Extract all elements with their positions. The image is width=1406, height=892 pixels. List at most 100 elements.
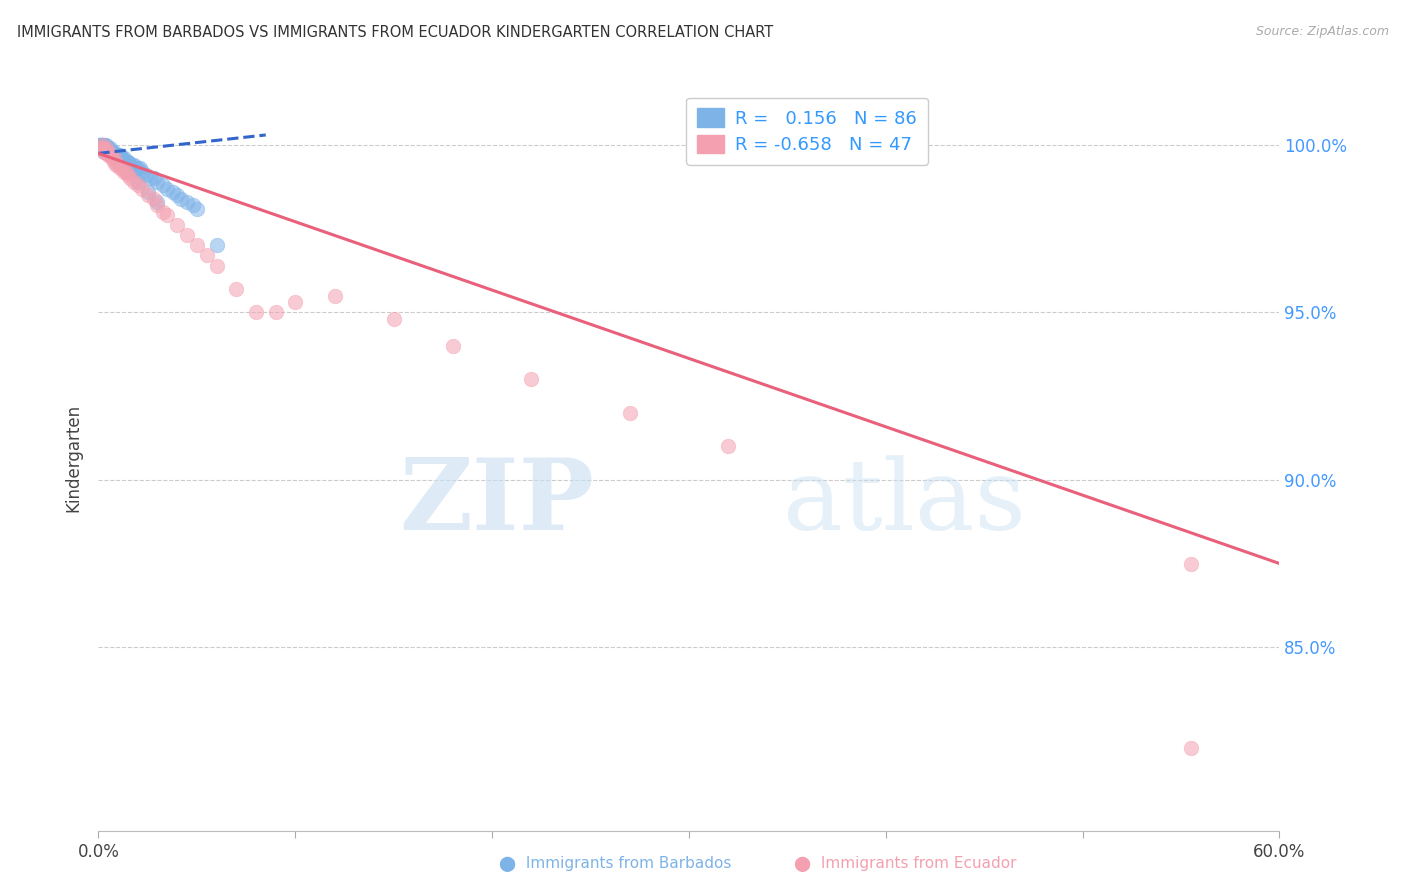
- Text: ⬤  Immigrants from Barbados: ⬤ Immigrants from Barbados: [499, 856, 731, 872]
- Point: [1180, 557, 1202, 571]
- Point: [152, 205, 174, 219]
- Point: [98, 148, 121, 162]
- Point: [97, 145, 120, 159]
- Point: [115, 165, 138, 179]
- Point: [142, 192, 165, 206]
- Point: [103, 152, 125, 166]
- Point: [131, 181, 153, 195]
- Point: [264, 305, 287, 319]
- Point: [122, 158, 145, 172]
- Point: [97, 145, 120, 159]
- Point: [105, 158, 128, 172]
- Point: [125, 161, 148, 176]
- Point: [111, 158, 134, 172]
- Text: IMMIGRANTS FROM BARBADOS VS IMMIGRANTS FROM ECUADOR KINDERGARTEN CORRELATION CHA: IMMIGRANTS FROM BARBADOS VS IMMIGRANTS F…: [17, 25, 773, 40]
- Point: [166, 188, 188, 202]
- Point: [91, 138, 114, 153]
- Point: [96, 145, 118, 159]
- Point: [146, 194, 169, 209]
- Point: [103, 148, 125, 162]
- Point: [186, 202, 208, 216]
- Point: [97, 148, 120, 162]
- Y-axis label: Kindergarten: Kindergarten: [65, 404, 83, 512]
- Point: [117, 165, 139, 179]
- Point: [97, 145, 120, 159]
- Point: [93, 138, 115, 153]
- Point: [98, 145, 121, 159]
- Point: [96, 141, 118, 155]
- Point: [107, 158, 129, 172]
- Point: [93, 141, 115, 155]
- Point: [93, 141, 115, 155]
- Point: [103, 148, 125, 162]
- Point: [225, 282, 247, 296]
- Point: [93, 141, 115, 155]
- Point: [91, 141, 114, 155]
- Point: [205, 238, 228, 252]
- Point: [98, 141, 121, 155]
- Point: [135, 168, 157, 182]
- Point: [103, 145, 125, 159]
- Point: [108, 152, 131, 166]
- Point: [93, 145, 115, 159]
- Point: [101, 148, 124, 162]
- Text: ⬤  Immigrants from Ecuador: ⬤ Immigrants from Ecuador: [794, 856, 1017, 872]
- Point: [284, 295, 307, 310]
- Point: [176, 194, 198, 209]
- Point: [103, 154, 125, 169]
- Point: [101, 148, 124, 162]
- Point: [98, 148, 121, 162]
- Point: [96, 145, 118, 159]
- Point: [107, 148, 129, 162]
- Point: [520, 372, 543, 386]
- Point: [170, 192, 193, 206]
- Point: [96, 145, 118, 159]
- Point: [146, 198, 169, 212]
- Point: [127, 175, 149, 189]
- Point: [105, 148, 128, 162]
- Point: [111, 152, 134, 166]
- Point: [107, 154, 129, 169]
- Point: [91, 138, 114, 153]
- Point: [323, 288, 346, 302]
- Point: [117, 168, 139, 182]
- Point: [112, 152, 135, 166]
- Point: [136, 188, 159, 202]
- Point: [122, 175, 145, 189]
- Text: Source: ZipAtlas.com: Source: ZipAtlas.com: [1256, 25, 1389, 38]
- Point: [103, 148, 125, 162]
- Point: [717, 439, 740, 453]
- Point: [97, 141, 120, 155]
- Point: [93, 141, 115, 155]
- Point: [142, 171, 165, 186]
- Text: ZIP: ZIP: [399, 454, 595, 551]
- Point: [91, 138, 114, 153]
- Point: [156, 181, 179, 195]
- Point: [91, 141, 114, 155]
- Point: [138, 171, 160, 186]
- Point: [98, 145, 121, 159]
- Point: [127, 161, 149, 176]
- Point: [98, 148, 121, 162]
- Point: [131, 165, 153, 179]
- Point: [107, 152, 129, 166]
- Point: [619, 406, 641, 420]
- Point: [91, 141, 114, 155]
- Point: [96, 141, 118, 155]
- Point: [118, 158, 141, 172]
- Point: [101, 145, 124, 159]
- Point: [97, 141, 120, 155]
- Point: [96, 141, 118, 155]
- Point: [245, 305, 267, 319]
- Point: [176, 228, 198, 243]
- Point: [96, 141, 118, 155]
- Point: [105, 152, 128, 166]
- Point: [121, 158, 143, 172]
- Point: [91, 138, 114, 153]
- Point: [128, 161, 150, 176]
- Point: [162, 185, 184, 199]
- Point: [101, 152, 124, 166]
- Point: [382, 312, 405, 326]
- Point: [107, 148, 129, 162]
- Point: [166, 219, 188, 233]
